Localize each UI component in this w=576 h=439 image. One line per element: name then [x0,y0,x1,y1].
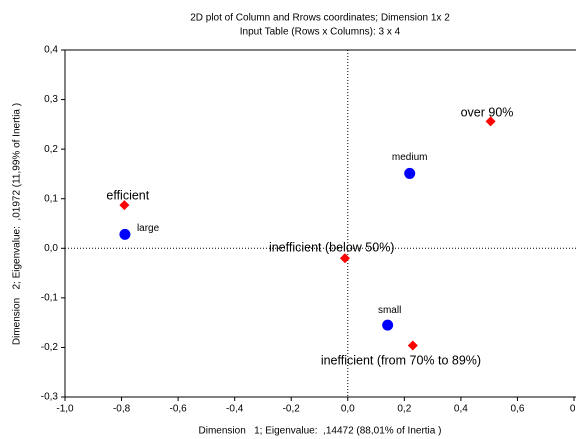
x-tick-label: -0,6 [169,404,187,415]
x-tick-label: -1,0 [56,404,74,415]
y-tick-label: -0,1 [41,292,59,303]
point-label: efficient [106,188,149,202]
x-tick-label: 0,6 [510,404,524,415]
x-tick-label: 0,4 [454,404,468,415]
y-tick-label: 0,4 [44,45,58,56]
point [119,228,131,240]
x-tick-label: -0,8 [113,404,131,415]
point-label: medium [392,152,428,163]
chart-subtitle: Input Table (Rows x Columns): 3 x 4 [240,27,401,38]
y-tick-label: 0,1 [44,193,58,204]
point [382,319,394,331]
x-tick-label: -0,4 [226,404,244,415]
x-tick-label: -0,2 [283,404,301,415]
point [119,200,130,211]
x-tick-label: 0, [570,404,576,415]
point [339,253,350,264]
point-label: large [137,223,160,234]
y-tick-label: 0,3 [44,94,58,105]
point [407,340,418,351]
point-label: inefficient (from 70% to 89%) [321,354,481,368]
y-tick-label: 0,0 [44,243,58,254]
plot-frame [64,49,576,398]
chart-title: 2D plot of Column and Rrows coordinates;… [190,13,450,24]
point-label: over 90% [461,106,514,120]
point [485,116,496,127]
y-tick-label: -0,2 [41,342,59,353]
point-label: small [378,305,401,316]
x-tick-label: 0,2 [397,404,411,415]
x-axis-label: Dimension 1; Eigenvalue: ,14472 (88,01% … [199,426,442,437]
x-tick-label: 0,0 [341,404,355,415]
y-tick-label: -0,3 [41,392,59,403]
y-tick-label: 0,2 [44,144,58,155]
point [404,167,416,179]
point-label: inefficient (below 50%) [269,240,395,254]
y-axis-label: Dimension 2; Eigenvalue: ,01972 (11,99% … [12,103,23,345]
